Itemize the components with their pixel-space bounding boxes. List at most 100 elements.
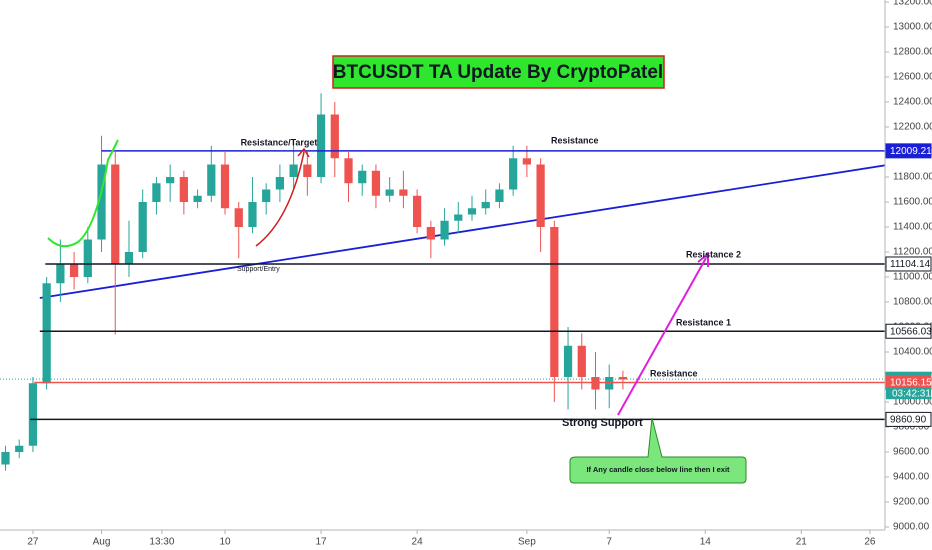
candle-body	[618, 377, 628, 380]
y-tick-label: 9800.00	[893, 422, 930, 433]
plot-area	[0, 93, 932, 471]
y-tick-label: 12400.00	[893, 97, 932, 108]
rise-curve	[255, 151, 305, 247]
y-tick-label: 9400.00	[893, 472, 930, 483]
candle-body	[454, 214, 463, 221]
x-tick-label: Aug	[93, 537, 111, 548]
candle-body	[330, 114, 339, 159]
annotation: Strong Support	[562, 417, 643, 429]
candle-body	[138, 202, 147, 252]
candle-body	[591, 377, 600, 390]
candle-body	[344, 158, 353, 184]
annotation: Resistance 1	[676, 317, 731, 327]
candle-body	[536, 164, 545, 227]
projection-arrow	[617, 257, 707, 416]
callout-text: If Any candle close below line then I ex…	[586, 465, 730, 474]
y-tick-label: 12200.00	[893, 122, 932, 133]
title-box	[332, 55, 665, 89]
rise-arrow-head	[297, 147, 310, 158]
annotation: Resistance	[650, 368, 698, 378]
level-label: 11104.14	[890, 259, 931, 270]
candle-body	[303, 164, 312, 177]
level-label-box	[885, 323, 932, 339]
candle-body	[220, 164, 230, 209]
countdown-box	[886, 387, 931, 400]
candle-body	[179, 177, 188, 202]
level-label: 10156.15	[890, 378, 932, 389]
candle-body	[399, 189, 408, 196]
x-tick-label: 10	[219, 537, 231, 548]
countdown: 03:42:31	[892, 388, 931, 399]
candle-body	[605, 377, 614, 390]
x-tick-label: 14	[700, 537, 712, 548]
candle-body	[481, 202, 490, 209]
candle-body	[193, 195, 202, 202]
candle-body	[385, 189, 394, 196]
candle-body	[577, 345, 586, 377]
y-tick-label: 9600.00	[893, 447, 930, 458]
y-tick-label: 12800.00	[893, 47, 932, 58]
candle-body	[15, 445, 24, 452]
candle-body	[316, 114, 326, 177]
candle-body	[56, 264, 65, 284]
callout-box	[569, 417, 747, 484]
level-label: 9860.90	[890, 415, 927, 426]
x-tick-label: 17	[316, 537, 328, 548]
level-label-box	[885, 143, 932, 159]
y-tick-label: 10000.00	[893, 397, 932, 408]
annotation: Resistance/Target	[241, 137, 318, 147]
candle-body	[69, 264, 79, 277]
x-tick-label: 7	[606, 537, 612, 548]
candle-body	[467, 208, 477, 215]
y-tick-label: 11600.00	[893, 197, 932, 208]
level-label-box	[885, 256, 932, 272]
chart-title: BTCUSDT TA Update By CryptoPatel	[333, 62, 663, 83]
x-tick-label: 21	[796, 537, 808, 548]
candle-body	[28, 383, 38, 446]
x-tick-label: 13:30	[149, 537, 174, 548]
y-tick-label: 11000.00	[893, 272, 932, 283]
candle-body	[234, 208, 243, 227]
candle-body	[563, 345, 573, 377]
candle-body	[413, 195, 422, 227]
candle-body	[124, 252, 134, 265]
price-axis	[885, 0, 932, 550]
candle-body	[248, 202, 257, 227]
candle-body	[166, 177, 175, 184]
annotation: Resistance 2	[686, 249, 741, 259]
candle-body	[550, 227, 559, 377]
candle-body	[42, 283, 51, 384]
candle-body	[275, 177, 285, 190]
candle-body	[152, 183, 161, 202]
y-tick-label: 12600.00	[893, 72, 932, 83]
candle-body	[83, 239, 92, 277]
level-label-box	[885, 411, 932, 427]
y-tick-label: 13200.00	[893, 0, 932, 8]
x-tick-label: 24	[412, 537, 424, 548]
candle-body	[495, 189, 504, 202]
candle-body	[262, 189, 271, 202]
level-label: 10566.03	[890, 326, 932, 337]
y-tick-label: 10800.00	[893, 297, 932, 308]
y-tick-label: 9200.00	[893, 497, 930, 508]
y-tick-label: 10400.00	[893, 347, 932, 358]
x-tick-label: 27	[27, 537, 39, 548]
candle-body	[426, 227, 435, 240]
annotation: Resistance	[551, 135, 599, 145]
candle-body	[1, 452, 10, 465]
candle-body	[289, 164, 298, 177]
candle-body	[522, 158, 531, 165]
y-tick-label: 11800.00	[893, 172, 932, 183]
x-tick-label: 26	[864, 537, 876, 548]
y-tick-label: 13000.00	[893, 22, 932, 33]
annotation: Support/Entry	[237, 266, 280, 273]
candle-body	[371, 170, 381, 196]
candle-body	[97, 164, 106, 240]
candle-body	[358, 170, 367, 184]
candle-body	[207, 164, 216, 196]
cup-curve	[47, 139, 119, 248]
candle-body	[111, 164, 120, 265]
candle-body	[440, 220, 449, 240]
